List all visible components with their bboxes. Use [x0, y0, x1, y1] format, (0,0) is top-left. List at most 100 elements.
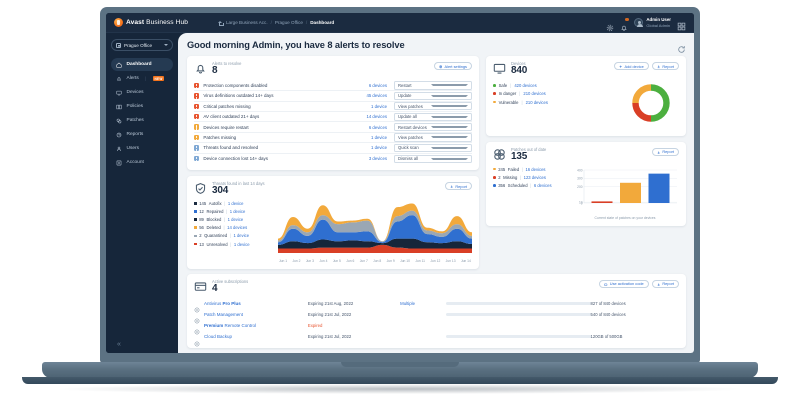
table-row: Patches missing 1 device View patches	[194, 133, 472, 144]
breadcrumb-item-1[interactable]: Prague Office	[274, 20, 303, 25]
use-activation-code-button[interactable]: Use activation code	[599, 279, 649, 289]
subscription-expiry: Expiring 21st Aug, 2022	[307, 300, 354, 306]
subscription-name[interactable]: Premium Remote Control	[204, 322, 257, 328]
subscriptions-card-actions: Use activation code Report	[599, 279, 679, 289]
office-selector-label: Prague Office	[124, 42, 153, 48]
legend-value[interactable]: 210 devices	[523, 91, 546, 97]
subscription-name[interactable]: Patch Management	[204, 311, 244, 317]
user-menu[interactable]: Admin User Global Admin	[634, 17, 671, 28]
alert-device-count[interactable]: 6 devices	[368, 124, 387, 130]
legend-separator: |	[519, 174, 522, 180]
chevron-down-icon	[431, 105, 468, 108]
brand-logo-block[interactable]: Avast Business Hub	[114, 18, 218, 27]
alert-settings-button[interactable]: Alert settings	[433, 62, 472, 71]
add-device-button[interactable]: Add device	[613, 62, 649, 71]
sidebar-item-alerts[interactable]: Alerts | NEW	[111, 72, 173, 85]
legend-swatch	[194, 210, 197, 213]
home-icon[interactable]	[218, 20, 224, 26]
breadcrumb-item-2: Dashboard	[310, 20, 335, 25]
sidebar-item-account[interactable]: Account	[111, 156, 173, 169]
devices-card-titles: Devices 840	[511, 61, 527, 77]
list-item: 56 Deleted | 14 devices	[194, 225, 278, 230]
severity-icon	[194, 124, 200, 130]
legend-value[interactable]: 16 devices	[525, 166, 546, 172]
sidebar-collapse-button[interactable]: «	[117, 341, 121, 348]
alert-action-select[interactable]: View patches	[394, 102, 472, 111]
subscriptions-card-subtitle: Active subscriptions	[212, 278, 249, 284]
breadcrumb-item-0[interactable]: Large Business Acc.	[226, 20, 268, 25]
axis-tick-label: Jun 3	[305, 258, 314, 263]
alert-device-count[interactable]: 1 device	[370, 134, 387, 140]
legend-value[interactable]: 14 devices	[227, 225, 248, 231]
subscription-name[interactable]: Antivirus Pro Plus	[204, 300, 241, 306]
bell-icon	[194, 62, 207, 75]
list-item: Safe | 420 devices	[493, 83, 548, 88]
legend-value[interactable]: 1 device	[227, 200, 244, 206]
subscriptions-card-count: 4	[212, 283, 218, 295]
alert-name: Critical patches missing	[203, 103, 251, 109]
sidebar-item-reports[interactable]: Reports	[111, 128, 173, 141]
shield-check-icon	[194, 182, 207, 195]
legend-value[interactable]: 210 devices	[525, 99, 548, 105]
table-row: Cloud Backup Expiring 21st Jul, 2022 120GB…	[194, 331, 679, 347]
sidebar-item-label: Reports	[126, 132, 144, 137]
alert-device-count[interactable]: 14 devices	[366, 114, 387, 120]
patches-report-button[interactable]: Report	[651, 147, 679, 157]
sidebar-item-label: Dashboard	[126, 62, 152, 67]
legend-label: Safe	[498, 82, 508, 88]
apps-grid-icon[interactable]	[677, 18, 686, 31]
brand-bold: Avast	[126, 19, 145, 26]
legend-separator: |	[223, 225, 225, 231]
alert-action-select[interactable]: View patches	[394, 133, 472, 142]
alert-device-count[interactable]: 1 device	[370, 145, 387, 151]
sidebar-item-users[interactable]: Users	[111, 142, 173, 155]
legend-value[interactable]: 123 devices	[523, 174, 546, 180]
bar	[591, 200, 613, 203]
alert-device-count[interactable]: 1 device	[370, 103, 387, 109]
sidebar-item-devices[interactable]: Devices	[111, 86, 173, 99]
list-item: 145 Autofix | 1 device	[194, 201, 278, 206]
gear-icon[interactable]	[606, 19, 614, 31]
subscription-multiple-link[interactable]: Multiple	[400, 300, 415, 306]
alert-device-count[interactable]: 45 devices	[366, 93, 387, 99]
legend-value[interactable]: 1 device	[229, 208, 246, 214]
table-row: Critical patches missing 1 device View pat…	[194, 102, 472, 112]
alert-action-select[interactable]: Restart	[394, 81, 472, 90]
alert-device-count[interactable]: 6 devices	[368, 82, 387, 88]
list-item: 356 Scheduled | 6 devices	[493, 183, 552, 188]
legend-separator: |	[224, 200, 226, 206]
subscription-progress-bar	[446, 335, 591, 339]
sidebar-item-policies[interactable]: Policies	[111, 100, 173, 113]
legend-value[interactable]: 1 device	[233, 241, 250, 247]
threats-report-button[interactable]: Report	[444, 181, 472, 191]
legend-value[interactable]: 1 device	[227, 217, 244, 223]
alert-device-count[interactable]: 3 devices	[368, 156, 387, 162]
legend-value[interactable]: 6 devices	[533, 182, 552, 188]
office-selector[interactable]: Prague Office	[111, 39, 173, 51]
user-name: Admin User	[646, 17, 671, 23]
legend-value[interactable]: 1 device	[233, 233, 250, 239]
alert-action-select[interactable]: Update	[394, 91, 472, 100]
legend-value[interactable]: 420 devices	[514, 82, 537, 88]
alert-action-select[interactable]: Quick scan	[394, 143, 472, 152]
devices-report-button[interactable]: Report	[651, 62, 679, 71]
subscription-usage: 827 of 840 devices	[590, 300, 626, 306]
alert-action-select[interactable]: Restart devices	[394, 122, 472, 132]
alert-name: Threats found and resolved	[203, 145, 259, 151]
subscription-expiry: Expiring 21st Jul, 2022	[307, 311, 352, 317]
alerts-list: Protection components disabled 6 devices R…	[194, 81, 472, 164]
sidebar-item-patches[interactable]: Patches	[111, 114, 173, 127]
user-icon	[116, 146, 122, 152]
alert-action-select[interactable]: Update all	[394, 112, 472, 121]
subscription-name[interactable]: Cloud Backup	[204, 334, 233, 340]
alert-action-label: View patches	[398, 134, 423, 140]
list-item: 245 Failed | 16 devices	[493, 167, 552, 172]
threats-card-subtitle: Threats found in last 14 days	[212, 180, 265, 186]
gear-icon	[439, 65, 443, 69]
refresh-icon[interactable]	[677, 41, 686, 53]
subscriptions-report-button[interactable]: Report	[651, 279, 679, 289]
bell-icon[interactable]	[620, 18, 629, 31]
threats-card-header: Threats found in last 14 days 304 Report	[194, 180, 472, 197]
alert-action-select[interactable]: Dismiss all	[394, 154, 472, 163]
sidebar-item-dashboard[interactable]: Dashboard	[111, 58, 173, 71]
